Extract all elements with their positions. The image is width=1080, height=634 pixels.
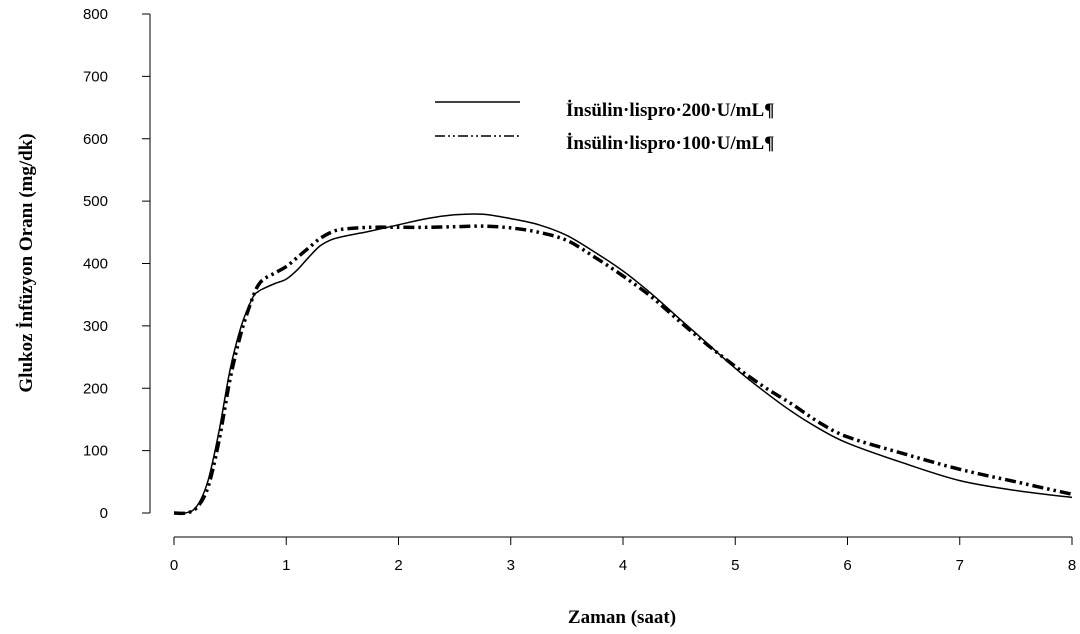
x-tick-label: 5 (731, 557, 739, 574)
legend-label-100: İnsülin·lispro·100·U/mL¶ (566, 133, 774, 154)
x-tick-label: 8 (1068, 557, 1076, 574)
series-line-100 (173, 224, 1073, 516)
x-tick-label: 3 (507, 557, 515, 574)
x-tick-label: 7 (956, 557, 964, 574)
x-axis: 0 1 2 3 4 5 6 7 8 (170, 536, 1076, 574)
y-tick-label: 500 (83, 193, 108, 210)
y-tick-label: 100 (83, 443, 108, 460)
y-tick-label: 400 (83, 256, 108, 273)
y-tick-label: 200 (83, 380, 108, 397)
legend: İnsülin·lispro·200·U/mL¶ İnsülin·lispro·… (435, 100, 774, 154)
x-tick-label: 4 (619, 557, 627, 574)
y-axis: 0 100 200 300 400 500 600 700 800 (83, 6, 151, 522)
x-axis-title: Zaman (saat) (568, 607, 676, 628)
y-axis-title: Glukoz İnfüzyon Oranı (mg/dk) (16, 133, 37, 392)
x-ticks: 0 1 2 3 4 5 6 7 8 (170, 537, 1076, 574)
y-tick-label: 300 (83, 318, 108, 335)
x-tick-label: 2 (394, 557, 402, 574)
y-tick-label: 0 (100, 505, 108, 522)
x-tick-label: 1 (282, 557, 290, 574)
x-tick-label: 0 (170, 557, 178, 574)
x-tick-label: 6 (843, 557, 851, 574)
y-tick-label: 800 (83, 6, 108, 23)
y-tick-label: 600 (83, 131, 108, 148)
series-line-200 (173, 213, 1073, 515)
series-layer (173, 213, 1073, 516)
y-tick-label: 700 (83, 68, 108, 85)
y-ticks: 0 100 200 300 400 500 600 700 800 (83, 6, 150, 522)
legend-label-200: İnsülin·lispro·200·U/mL¶ (566, 100, 774, 121)
